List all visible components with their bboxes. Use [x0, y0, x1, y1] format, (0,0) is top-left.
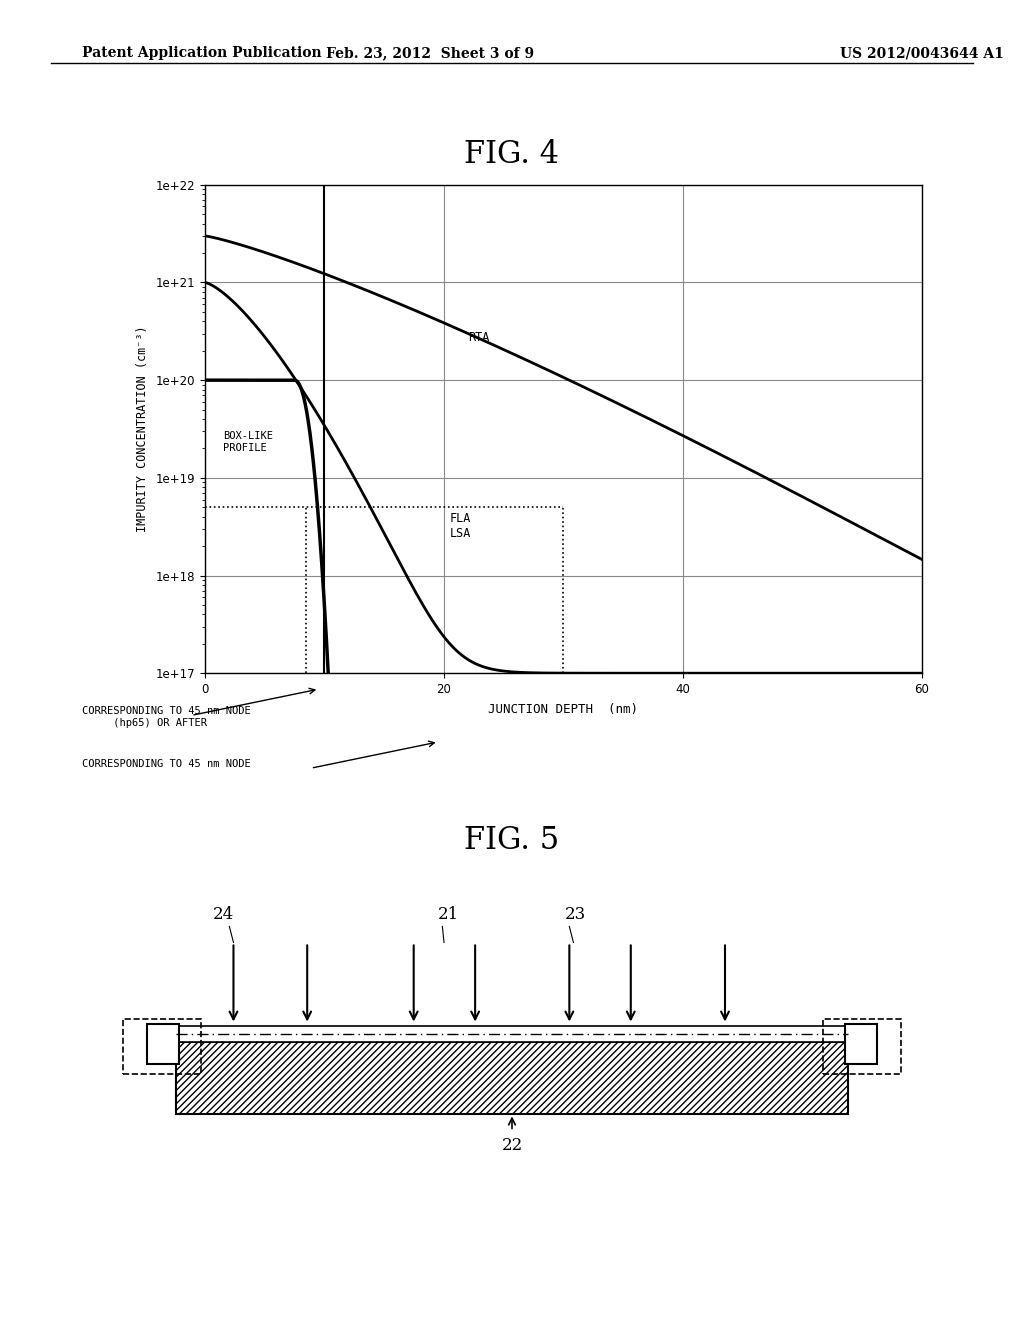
Bar — [123, 1019, 201, 1074]
Text: 21: 21 — [438, 906, 460, 923]
Text: Feb. 23, 2012  Sheet 3 of 9: Feb. 23, 2012 Sheet 3 of 9 — [326, 46, 535, 61]
X-axis label: JUNCTION DEPTH  (nm): JUNCTION DEPTH (nm) — [488, 702, 638, 715]
Y-axis label: IMPURITY CONCENTRATION (cm⁻³): IMPURITY CONCENTRATION (cm⁻³) — [135, 326, 148, 532]
Text: BOX-LIKE
PROFILE: BOX-LIKE PROFILE — [223, 432, 272, 453]
Text: FLA
LSA: FLA LSA — [450, 512, 471, 540]
Text: Patent Application Publication: Patent Application Publication — [82, 46, 322, 61]
Text: CORRESPONDING TO 45 nm NODE
     (hp65) OR AFTER: CORRESPONDING TO 45 nm NODE (hp65) OR AF… — [82, 706, 251, 727]
Text: RTA: RTA — [468, 331, 489, 345]
Text: 23: 23 — [565, 906, 587, 923]
Text: 22: 22 — [502, 1137, 522, 1154]
Text: 24: 24 — [213, 906, 234, 923]
Text: FIG. 5: FIG. 5 — [464, 825, 560, 855]
Bar — [176, 1026, 848, 1043]
Text: CORRESPONDING TO 45 nm NODE: CORRESPONDING TO 45 nm NODE — [82, 759, 251, 770]
Text: US 2012/0043644 A1: US 2012/0043644 A1 — [840, 46, 1004, 61]
Text: FIG. 4: FIG. 4 — [465, 139, 559, 169]
Bar — [846, 1024, 877, 1064]
Bar — [147, 1024, 178, 1064]
Bar — [823, 1019, 901, 1074]
Bar — [176, 1043, 848, 1114]
